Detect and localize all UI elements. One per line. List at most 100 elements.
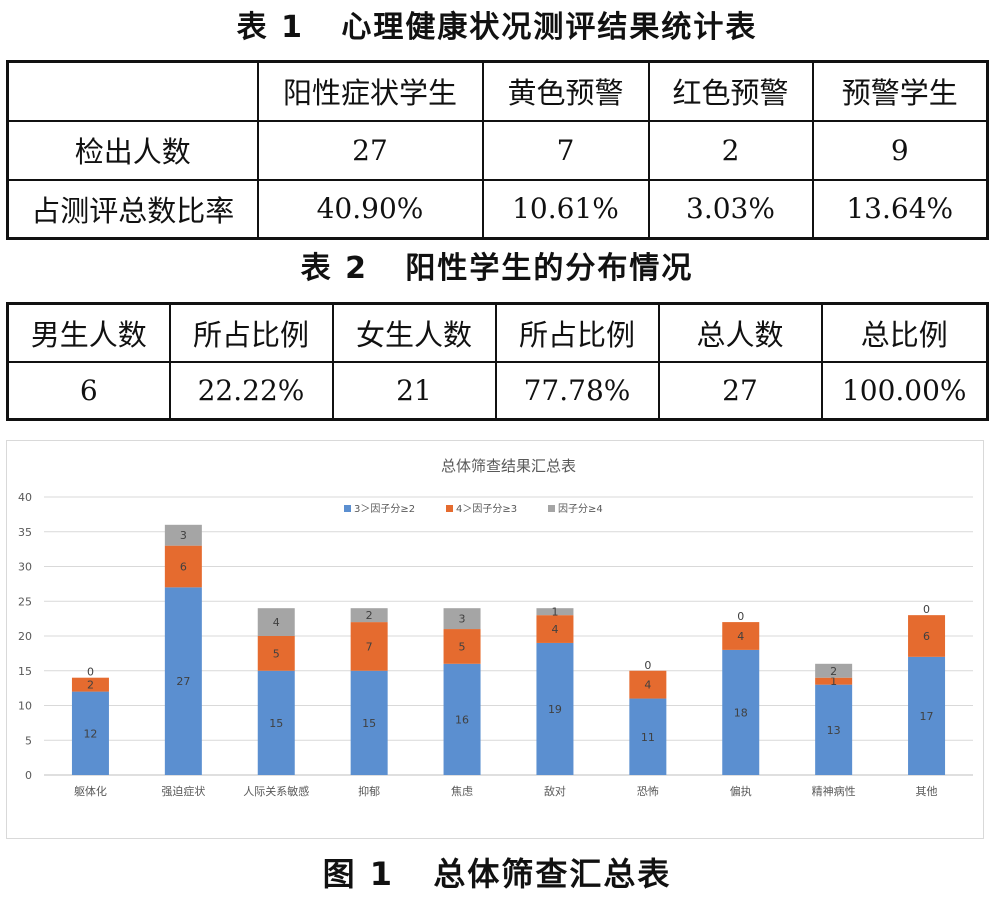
table1-caption: 表 1 心理健康状况测评结果统计表 (236, 10, 758, 45)
table2-cell: 27 (657, 360, 823, 421)
table2-header-cell: 男生人数 (6, 302, 171, 363)
x-tick-label: 偏执 (730, 784, 752, 798)
table1-cell: 13.64% (811, 178, 989, 240)
data-label: 16 (455, 713, 469, 726)
data-label: 4 (644, 679, 651, 692)
table1-row: 占测评总数比率 40.90% 10.61% 3.03% 13.64% (6, 178, 989, 240)
bar-segment (815, 684, 853, 775)
data-label: 6 (923, 630, 930, 643)
bar-segment (164, 587, 202, 775)
y-tick-label: 35 (18, 526, 32, 539)
data-label: 0 (923, 603, 930, 616)
table2-cell: 21 (331, 360, 497, 421)
data-label: 17 (920, 710, 934, 723)
x-tick-label: 躯体化 (74, 784, 107, 798)
bar-segment (164, 524, 202, 546)
bar-segment (257, 670, 295, 775)
bar-segment (443, 608, 481, 630)
table2-cell: 100.00% (820, 360, 989, 421)
y-tick-label: 40 (18, 491, 32, 504)
table2-positive-student-distribution: 男生人数 所占比例 女生人数 所占比例 总人数 总比例 6 22.22% 21 … (6, 302, 989, 421)
x-tick-label: 抑郁 (358, 784, 380, 798)
x-tick-label: 其他 (916, 785, 938, 798)
x-tick-label: 人际关系敏感 (243, 784, 309, 798)
legend-swatch (446, 505, 453, 512)
table2-header-cell: 所占比例 (168, 302, 334, 363)
table1-cell: 7 (481, 119, 650, 181)
data-label: 19 (548, 703, 562, 716)
legend-swatch (344, 505, 351, 512)
table2-header-cell: 女生人数 (331, 302, 497, 363)
bar-segment (722, 622, 760, 650)
bar-segment (71, 677, 109, 692)
data-label: 18 (734, 706, 748, 719)
data-label: 15 (269, 717, 283, 730)
bar-segment (629, 670, 667, 699)
table2-header-cell: 所占比例 (494, 302, 660, 363)
data-label: 0 (737, 610, 744, 623)
bar-segment (164, 545, 202, 588)
y-tick-label: 15 (18, 665, 32, 678)
y-tick-label: 5 (25, 734, 32, 747)
chart-title: 总体筛查结果汇总表 (441, 457, 576, 475)
table1-header-row: 阳性症状学生 黄色预警 红色预警 预警学生 (6, 60, 989, 122)
y-tick-label: 30 (18, 561, 32, 574)
table2-cell: 22.22% (168, 360, 334, 421)
bar-segment (350, 622, 388, 671)
legend-swatch (548, 505, 555, 512)
data-label: 12 (83, 727, 97, 740)
data-label: 6 (180, 561, 187, 574)
legend-label: 3＞因子分≥2 (354, 503, 415, 515)
x-tick-label: 精神病性 (812, 784, 856, 798)
bar-segment (536, 608, 574, 616)
x-tick-label: 敌对 (544, 784, 566, 798)
table1-header-cell: 黄色预警 (481, 60, 650, 122)
table1-cell: 10.61% (481, 178, 650, 240)
data-label: 4 (737, 630, 744, 643)
bar-segment (443, 629, 481, 664)
data-label: 15 (362, 717, 376, 730)
data-label: 3 (180, 529, 187, 542)
bar-segment (629, 698, 667, 775)
bar-segment (71, 691, 109, 775)
bar-segment (908, 656, 946, 775)
data-label: 5 (459, 640, 466, 653)
figure1-caption: 图 1 总体筛查汇总表 (322, 855, 672, 893)
x-tick-label: 焦虑 (451, 785, 473, 798)
table2-row: 6 22.22% 21 77.78% 27 100.00% (6, 360, 989, 421)
table2-cell: 77.78% (494, 360, 660, 421)
legend-label: 4＞因子分≥3 (456, 503, 517, 515)
table1-row-label: 占测评总数比率 (6, 178, 259, 240)
y-tick-label: 10 (18, 700, 32, 713)
bar-segment (443, 663, 481, 775)
table1-row: 检出人数 27 7 2 9 (6, 119, 989, 181)
table1-cell: 9 (811, 119, 989, 181)
table1-row-label: 检出人数 (6, 119, 259, 181)
table1-cell: 40.90% (256, 178, 484, 240)
x-tick-label: 强迫症状 (161, 784, 205, 798)
y-tick-label: 25 (18, 595, 32, 608)
data-label: 2 (830, 665, 837, 678)
table2-header-row: 男生人数 所占比例 女生人数 所占比例 总人数 总比例 (6, 302, 989, 363)
data-label: 1 (830, 675, 837, 688)
y-tick-label: 0 (25, 769, 32, 782)
data-label: 27 (176, 675, 190, 688)
data-label: 5 (273, 647, 280, 660)
bar-segment (257, 608, 295, 636)
bar-segment (536, 642, 574, 775)
bar-segment (722, 649, 760, 775)
data-label: 1 (551, 606, 558, 619)
data-label: 7 (366, 640, 373, 653)
data-label: 13 (827, 724, 841, 737)
table1-header-cell: 红色预警 (647, 60, 814, 122)
data-label: 0 (87, 666, 94, 679)
table1-header-cell: 预警学生 (811, 60, 989, 122)
bar-segment (536, 615, 574, 643)
data-label: 0 (644, 659, 651, 672)
data-label: 4 (551, 623, 558, 636)
table1-cell: 3.03% (647, 178, 814, 240)
bar-segment (257, 636, 295, 671)
bar-segment (350, 608, 388, 623)
bar-segment (815, 677, 853, 685)
